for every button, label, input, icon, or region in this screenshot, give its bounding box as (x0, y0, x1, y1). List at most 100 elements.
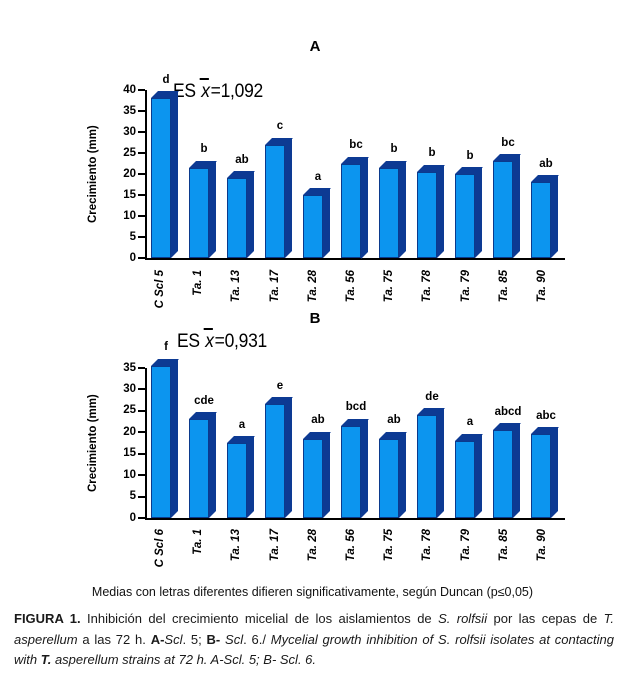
bar (417, 171, 437, 258)
significance-letter: de (425, 390, 439, 403)
bar-group: cde (185, 368, 223, 518)
category-label: Ta. 90 (535, 270, 548, 303)
species-name: T. (40, 652, 52, 668)
bar (379, 167, 399, 258)
y-tick-label: 15 (123, 446, 136, 459)
y-tick-mark (138, 431, 145, 434)
significance-letter: c (276, 120, 284, 133)
caption-figure-number: FIGURA 1. (14, 611, 81, 626)
y-tick-label: 35 (123, 104, 136, 117)
bar (455, 440, 475, 518)
y-tick-mark (138, 257, 145, 259)
species-name: T. asperellum (14, 611, 614, 647)
panel-b-x-axis-labels: C Scl 6 Ta. 1 Ta. 13 Ta. 17 Ta. 28 Ta. 56 Ta. … (145, 524, 565, 578)
bar (189, 167, 209, 258)
y-tick-label: 20 (123, 425, 136, 438)
y-tick-mark (138, 452, 145, 455)
significance-letter: b (200, 143, 208, 156)
y-tick-mark (138, 236, 145, 238)
bar (303, 438, 323, 518)
figure-caption: FIGURA 1. Inhibición del crecimiento mic… (14, 611, 615, 668)
bar-group: b (413, 90, 451, 258)
es-prefix: ES (173, 81, 201, 102)
y-tick-mark (138, 388, 145, 391)
y-tick-mark (138, 173, 145, 175)
y-tick-mark (138, 215, 145, 217)
y-tick-label: 10 (123, 209, 136, 222)
category-label: Ta. 85 (497, 529, 510, 562)
y-tick-mark (138, 367, 145, 369)
significance-letter: b (466, 149, 474, 162)
bar-group: ab (375, 368, 413, 518)
panel-a-x-axis-labels: C Scl 5 Ta. 1 Ta. 13 Ta. 17 Ta. 28 Ta. 56 Ta. … (145, 265, 565, 311)
y-tick-label: 20 (123, 167, 136, 180)
panel-a-y-axis-label: Crecimiento (mm) (87, 125, 99, 223)
significance-letter: ab (387, 414, 401, 427)
bar-group: de (413, 368, 451, 518)
es-prefix: ES (177, 331, 205, 352)
bar-group: ab (299, 368, 337, 518)
significance-letter: bc (501, 136, 515, 149)
bar (151, 98, 171, 258)
significance-letter: abc (536, 409, 556, 422)
category-label: C Scl 6 (154, 529, 167, 568)
species-name: S. rolfsii (438, 611, 488, 626)
panel-b-title: B (309, 310, 321, 327)
category-label: Ta. 78 (421, 529, 434, 562)
category-label: Ta. 28 (306, 270, 319, 303)
bar-group: abcd (489, 368, 527, 518)
bar (531, 182, 551, 258)
significance-letter: bc (349, 139, 363, 151)
category-label: Ta. 75 (383, 270, 396, 303)
category-label: Ta. 17 (268, 529, 281, 562)
significance-letter: a (466, 416, 474, 429)
bar (493, 161, 513, 258)
bar-group: d (147, 74, 185, 258)
bar-group: abc (527, 368, 565, 518)
significance-letter: ab (311, 414, 325, 427)
bar (379, 438, 399, 518)
bar-group: ab (223, 90, 261, 258)
bar (227, 178, 247, 258)
bar-group: bcd (337, 368, 375, 518)
bar (189, 419, 209, 518)
category-label: Ta. 56 (345, 270, 358, 303)
y-tick-label: 40 (123, 83, 136, 96)
category-label: Ta. 79 (459, 270, 472, 303)
y-tick-mark (138, 409, 145, 412)
panel-b-standard-error-annotation: ES x=0,931 (177, 331, 267, 353)
es-value: =1,092 (210, 81, 264, 102)
bar-group: a (451, 368, 489, 518)
category-label: Ta. 28 (306, 529, 319, 562)
y-tick-mark (138, 194, 145, 196)
category-label: Ta. 78 (421, 270, 434, 303)
y-tick-label: 0 (129, 251, 136, 264)
caption-english-translation: Mycelial growth inhibition of S. rolfsii… (14, 631, 615, 668)
category-label: Ta. 13 (230, 529, 243, 562)
panel-b-chart: Crecimiento (mm) ES x=0,931 f cde a e ab bcd a… (87, 331, 565, 523)
bar (493, 430, 513, 518)
category-label: Ta. 17 (268, 270, 281, 303)
bar-group: a (299, 90, 337, 258)
category-label: Ta. 1 (192, 529, 205, 555)
y-tick-mark (138, 517, 145, 519)
es-xbar-symbol: x (205, 331, 214, 352)
y-tick-label: 35 (123, 361, 136, 374)
bar (341, 425, 361, 518)
category-label: Ta. 90 (535, 529, 548, 562)
category-label: Ta. 79 (459, 529, 472, 562)
category-label: Ta. 85 (497, 270, 510, 303)
bar (341, 163, 361, 258)
category-label: C Scl 5 (154, 270, 167, 309)
es-xbar-symbol: x (201, 81, 210, 102)
panel-b-y-axis-label: Crecimiento (mm) (87, 394, 99, 492)
y-tick-label: 5 (129, 230, 136, 243)
y-tick-mark (138, 110, 145, 112)
bar-group: e (261, 368, 299, 518)
significance-letter: f (164, 341, 168, 354)
y-tick-label: 10 (123, 468, 136, 481)
significance-letter: cde (194, 394, 214, 407)
bar (265, 404, 285, 518)
significance-letter: ab (539, 157, 553, 170)
